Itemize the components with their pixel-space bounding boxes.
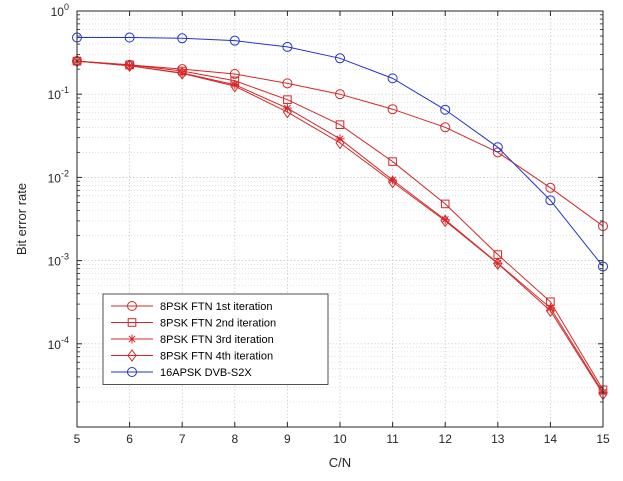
legend-item: 8PSK FTN 4th iteration (111, 349, 273, 363)
legend-marker (127, 349, 137, 362)
x-tick-label: 5 (74, 432, 81, 446)
legend-label: 8PSK FTN 2nd iteration (160, 318, 276, 330)
y-tick-label: 10-3 (48, 252, 69, 269)
x-tick-label: 7 (179, 432, 186, 446)
legend-item: 8PSK FTN 1st iteration (111, 301, 273, 313)
minor-grid (77, 14, 603, 403)
data-point (387, 73, 398, 84)
legend-item: 16APSK DVB-S2X (111, 367, 252, 379)
legend-marker (127, 334, 137, 344)
data-point (283, 95, 292, 104)
legend-label: 8PSK FTN 4th iteration (160, 351, 273, 363)
legend-label: 8PSK FTN 1st iteration (160, 301, 273, 313)
legend-marker (127, 367, 137, 377)
data-point (230, 80, 240, 90)
data-point (335, 53, 345, 64)
y-tick-label: 100 (51, 2, 69, 19)
data-point (545, 303, 555, 313)
data-point (388, 157, 397, 166)
x-axis-label: C/N (329, 455, 351, 470)
data-point (177, 33, 188, 44)
data-point (440, 215, 450, 225)
data-point (440, 122, 451, 133)
y-tick-labels: 100 10-1 10-2 10-3 10-4 (48, 2, 69, 352)
data-point (124, 59, 135, 73)
x-tick-label: 10 (333, 432, 347, 446)
x-tick-label: 11 (386, 432, 399, 446)
data-point (230, 79, 240, 93)
data-point (124, 32, 135, 43)
data-point (282, 78, 293, 89)
data-point (493, 257, 503, 270)
legend-item: 8PSK FTN 3rd iteration (111, 334, 274, 346)
x-tick-label: 15 (596, 432, 610, 446)
data-point (282, 105, 293, 119)
data-point (492, 142, 503, 153)
legend-marker (127, 301, 137, 311)
data-point (335, 134, 345, 144)
x-tick-label: 9 (284, 432, 291, 446)
x-tick-label: 8 (231, 432, 238, 446)
data-point (177, 67, 187, 80)
legend: 8PSK FTN 1st iteration 8PSK FTN 2nd itera… (102, 293, 329, 385)
x-tick-label: 12 (439, 432, 453, 446)
x-tick-labels: 5 6 7 8 9 10 11 12 13 14 15 (74, 432, 610, 446)
data-point (545, 195, 556, 206)
series-line (76, 60, 604, 395)
y-tick-label: 10-2 (48, 168, 69, 185)
data-point (335, 120, 345, 129)
data-point (282, 41, 293, 52)
series-line (76, 60, 604, 391)
legend-label: 8PSK FTN 3rd iteration (160, 334, 274, 346)
data-point (282, 103, 292, 113)
legend-marker (127, 318, 137, 327)
y-tick-label: 10-1 (48, 85, 69, 102)
data-point (440, 214, 450, 228)
series-line (76, 60, 604, 227)
data-point (229, 35, 240, 46)
legend-item: 8PSK FTN 2nd iteration (111, 318, 276, 330)
data-point (387, 175, 398, 189)
data-point (440, 104, 451, 115)
y-tick-label: 10-4 (48, 335, 69, 352)
data-point (440, 199, 450, 209)
data-point (545, 304, 556, 318)
data-point (387, 104, 398, 115)
data-point (229, 68, 240, 79)
x-tick-label: 14 (544, 432, 558, 446)
x-tick-label: 6 (126, 432, 133, 446)
series-line (77, 37, 604, 267)
legend-label: 16APSK DVB-S2X (160, 367, 252, 379)
x-tick-label: 13 (491, 432, 505, 446)
data-point (388, 175, 398, 185)
axis-ticks (76, 10, 604, 427)
data-point (545, 182, 556, 193)
data-point (335, 136, 345, 150)
y-axis-label: Bit error rate (14, 183, 29, 255)
data-point (335, 89, 345, 100)
